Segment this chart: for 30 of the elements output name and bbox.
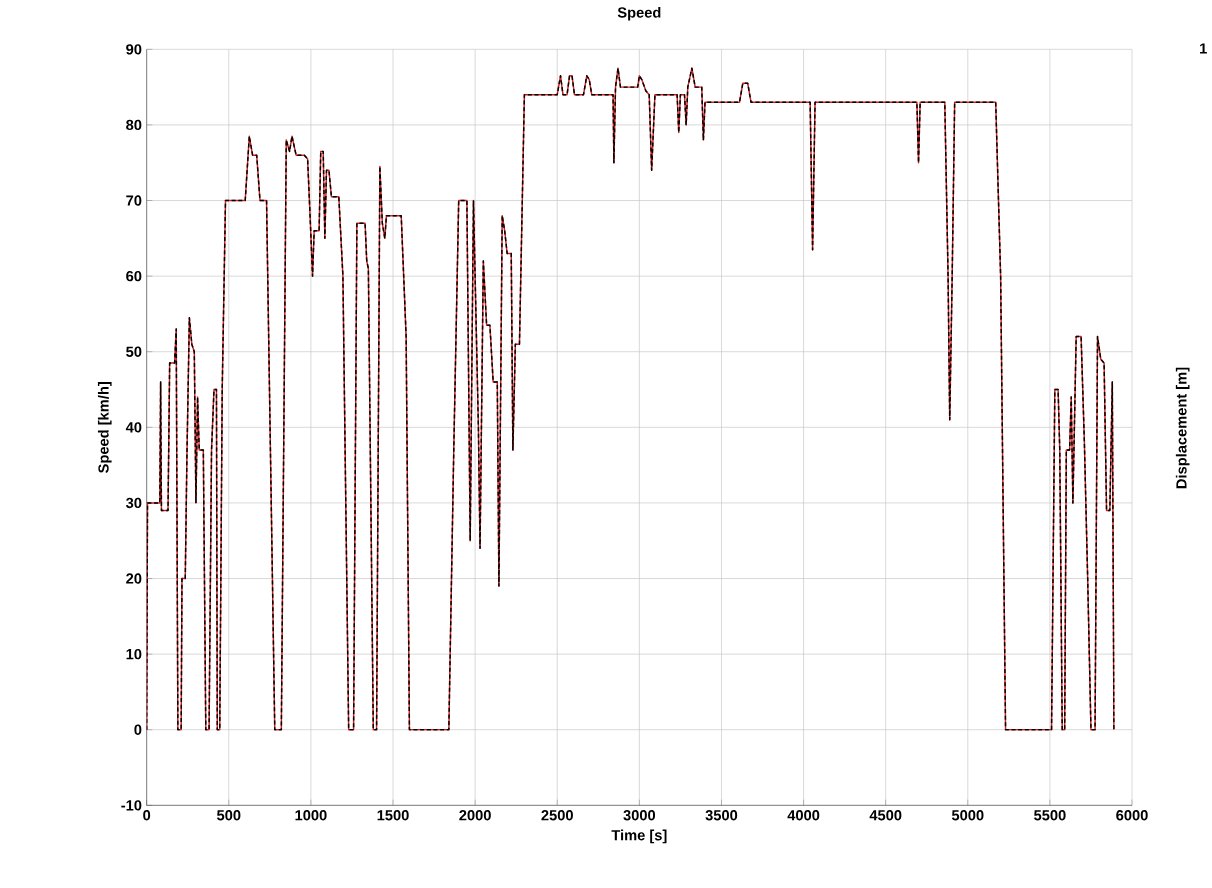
y-tick-label: 80	[126, 119, 142, 131]
y-tick-label: 50	[126, 346, 142, 357]
y-axis-title: Speed [km/h]	[97, 382, 112, 473]
chart-title: Speed	[617, 6, 661, 21]
text: 1	[1200, 43, 1207, 54]
x-tick-label: 2000	[459, 810, 491, 821]
y-tick-label: 70	[126, 195, 142, 206]
y-tick-label: 30	[125, 497, 142, 509]
x-tick-label: 1500	[377, 810, 409, 821]
x-tick-label: 5500	[1034, 810, 1066, 821]
y-tick-label: 90	[126, 44, 142, 55]
y-tick-label: 40	[125, 422, 142, 433]
y-tick-label: 10	[126, 648, 142, 660]
x-tick-label: 500	[217, 810, 241, 821]
x-tick-label: 2500	[541, 810, 573, 821]
x-tick-label: 6000	[1116, 810, 1148, 821]
x-tick-label: 0	[143, 810, 151, 821]
x-tick-label: 3500	[705, 810, 738, 821]
y-tick-label: 0	[134, 724, 142, 735]
line-series	[146, 67, 1115, 731]
x-tick-label: 1000	[295, 810, 327, 821]
x-tick-label: 4000	[787, 810, 820, 821]
y-tick-label: -10	[121, 800, 142, 811]
x-tick-label: 4500	[869, 810, 902, 821]
y2-axis-title: Displacement [m]	[1175, 367, 1190, 489]
y-tick-label: 20	[126, 573, 142, 584]
x-tick-label: 5000	[951, 810, 984, 821]
y-tick-label: 60	[126, 270, 142, 282]
x-tick-label: 3000	[623, 810, 656, 821]
x-axis-title: Time [s]	[611, 829, 667, 844]
